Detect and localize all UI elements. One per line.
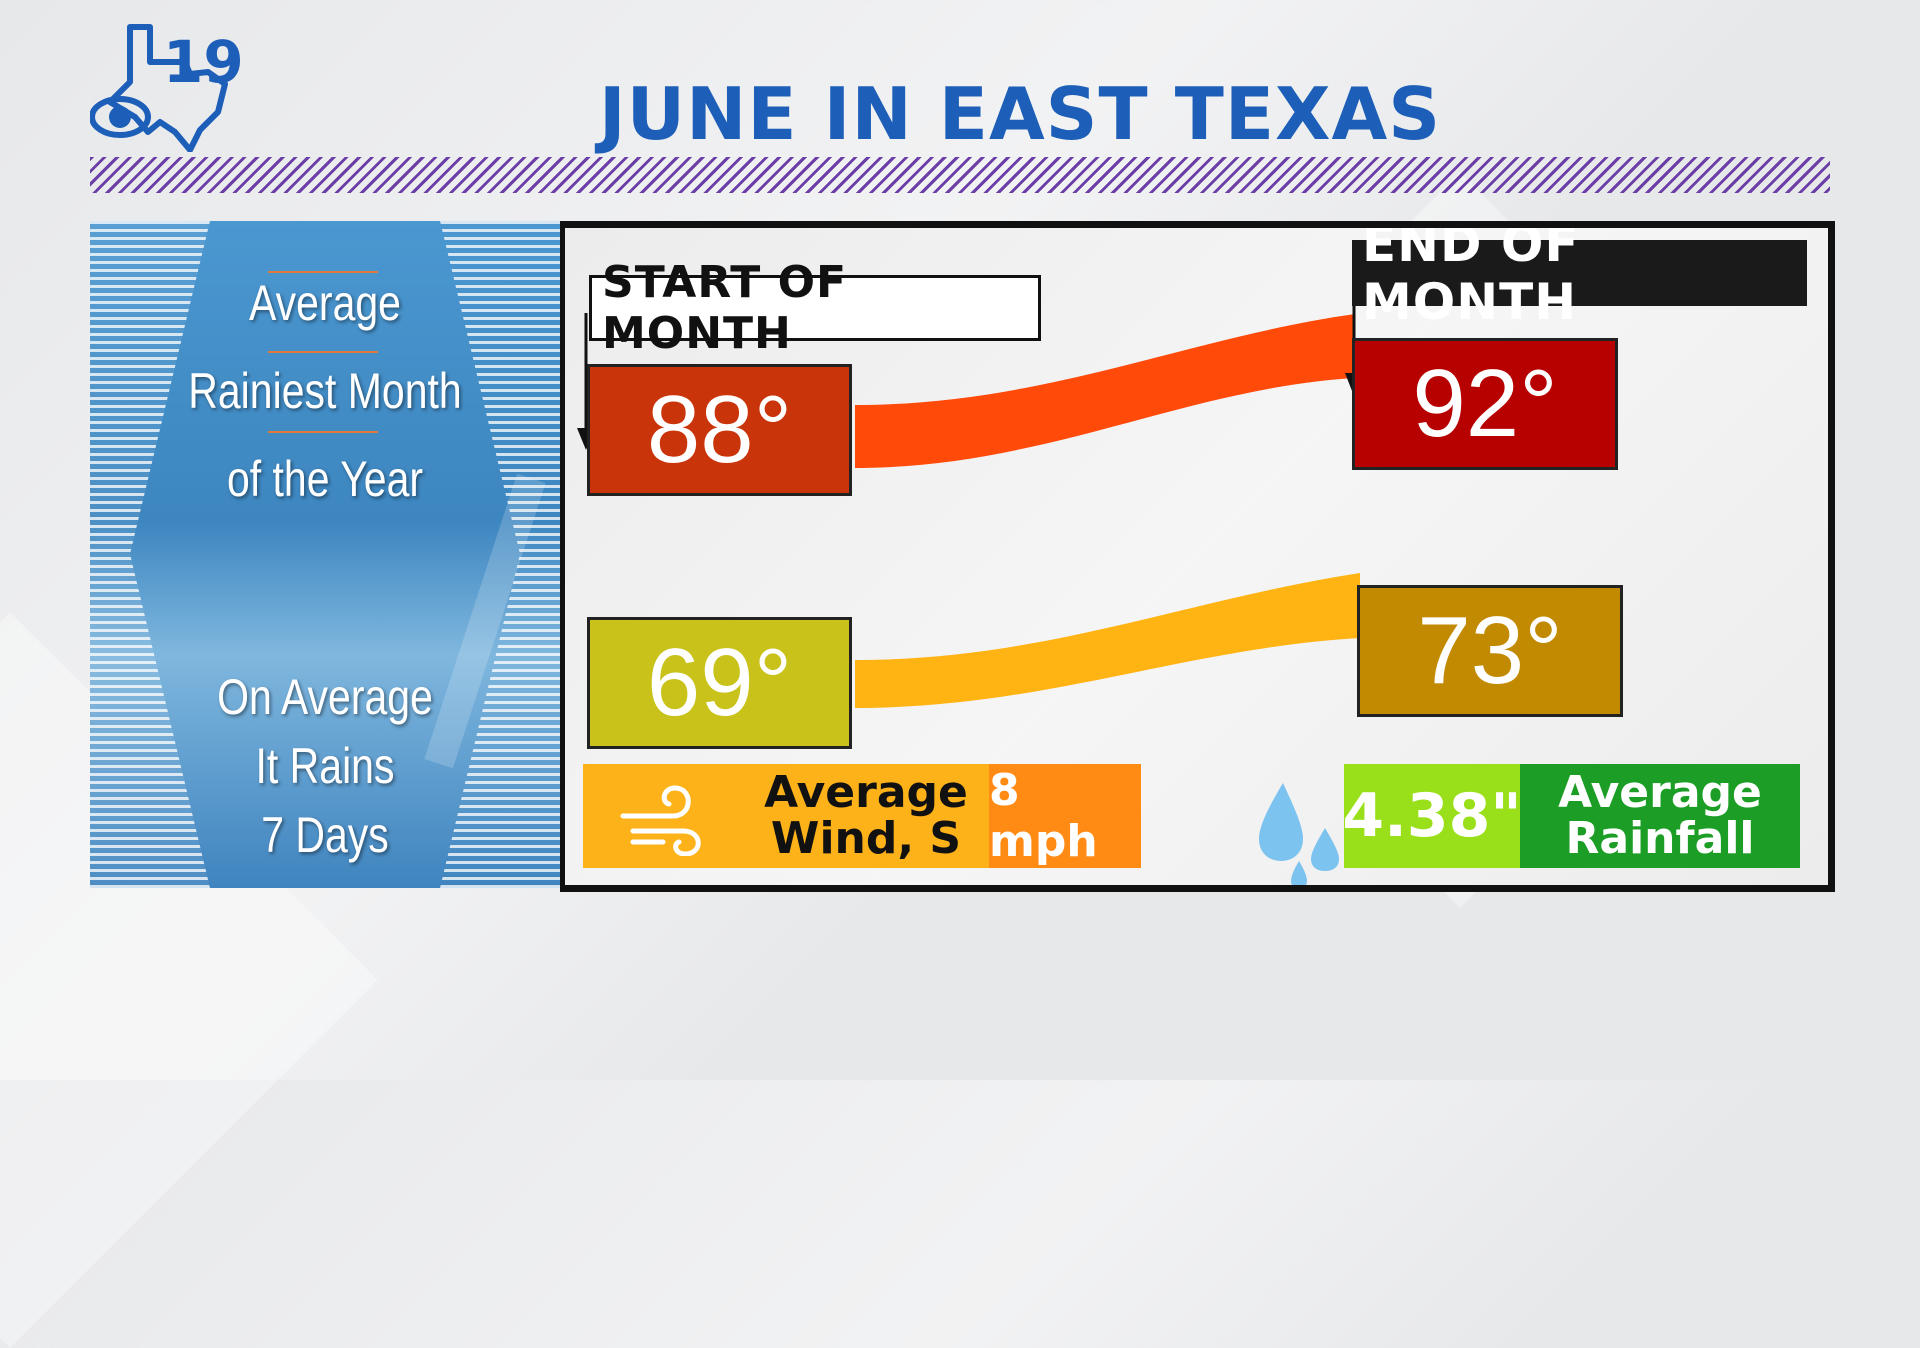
temperature-panel: START OF MONTH END OF MONTH 88° 92° 69° … xyxy=(560,221,1835,892)
hourglass-stripes xyxy=(90,221,560,888)
svg-text:19: 19 xyxy=(163,28,240,96)
wind-label-line: Average xyxy=(764,766,968,818)
temperature-bands xyxy=(577,283,1363,708)
rain-fact-line: 7 Days xyxy=(261,807,389,863)
rain-fact-line: On Average xyxy=(217,669,433,725)
wind-label-cell: Average Wind, S xyxy=(743,764,989,868)
rain-facts-panel: Average Rainiest Month of the Year On Av… xyxy=(90,221,560,888)
rain-value: 4.38" xyxy=(1342,764,1522,868)
end-of-month-label: END OF MONTH xyxy=(1352,228,1807,331)
high-end-temp: 92° xyxy=(1352,338,1618,470)
wind-icon xyxy=(620,785,701,856)
rain-fact-line: It Rains xyxy=(255,738,395,794)
high-start-temp: 88° xyxy=(587,364,852,496)
orange-rule xyxy=(268,431,378,433)
wind-label-line: Wind, S xyxy=(770,813,962,864)
wind-icon-cell xyxy=(583,764,743,868)
rain-fact-line: Rainiest Month xyxy=(188,363,462,419)
rain-label-cell: Average Rainfall xyxy=(1520,764,1800,868)
raindrops-icon xyxy=(1259,783,1339,885)
average-wind-bar: Average Wind, S 8 mph xyxy=(583,764,1141,868)
page-title: JUNE IN EAST TEXAS xyxy=(598,72,1442,156)
low-end-temp: 73° xyxy=(1357,585,1623,717)
wind-value: 8 mph xyxy=(989,764,1141,868)
orange-rule xyxy=(268,351,378,353)
rain-label-line: Rainfall xyxy=(1565,813,1755,864)
average-rainfall-bar: 4.38" Average Rainfall xyxy=(1342,764,1800,868)
start-of-month-label: START OF MONTH xyxy=(589,257,1041,359)
low-start-temp: 69° xyxy=(587,617,852,749)
title-divider-stripe xyxy=(90,157,1830,193)
rain-fact-line: of the Year xyxy=(226,451,424,507)
orange-rule xyxy=(268,271,378,273)
cbs19-logo-icon: 19 xyxy=(90,24,240,152)
rain-label-line: Average xyxy=(1558,766,1762,818)
rain-fact-line: Average xyxy=(249,275,401,331)
